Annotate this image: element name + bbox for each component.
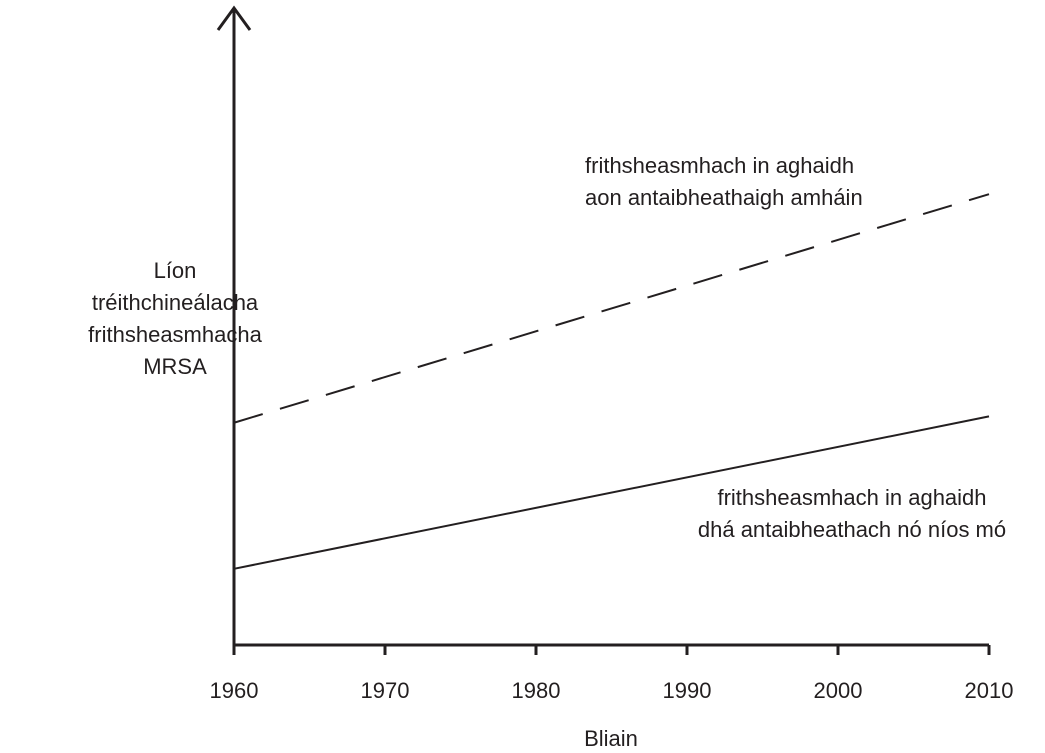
- x-tick-label: 2010: [965, 678, 1014, 703]
- series-label: frithsheasmhach in aghaidh dhá antaibhea…: [697, 485, 1007, 542]
- x-tick-label: 2000: [814, 678, 863, 703]
- series-label: frithsheasmhach in aghaidh aon antaibhea…: [585, 153, 863, 210]
- series-line: [233, 415, 990, 570]
- x-axis-label: Bliain: [584, 726, 638, 751]
- x-tick-label: 1990: [663, 678, 712, 703]
- y-axis-arrow: [216, 5, 252, 31]
- y-axis-label: Líon tréithchineálacha frithsheasmhacha …: [88, 258, 262, 379]
- x-tick-label: 1980: [512, 678, 561, 703]
- series-line: [233, 193, 990, 424]
- x-tick-label: 1960: [210, 678, 259, 703]
- x-tick-label: 1970: [361, 678, 410, 703]
